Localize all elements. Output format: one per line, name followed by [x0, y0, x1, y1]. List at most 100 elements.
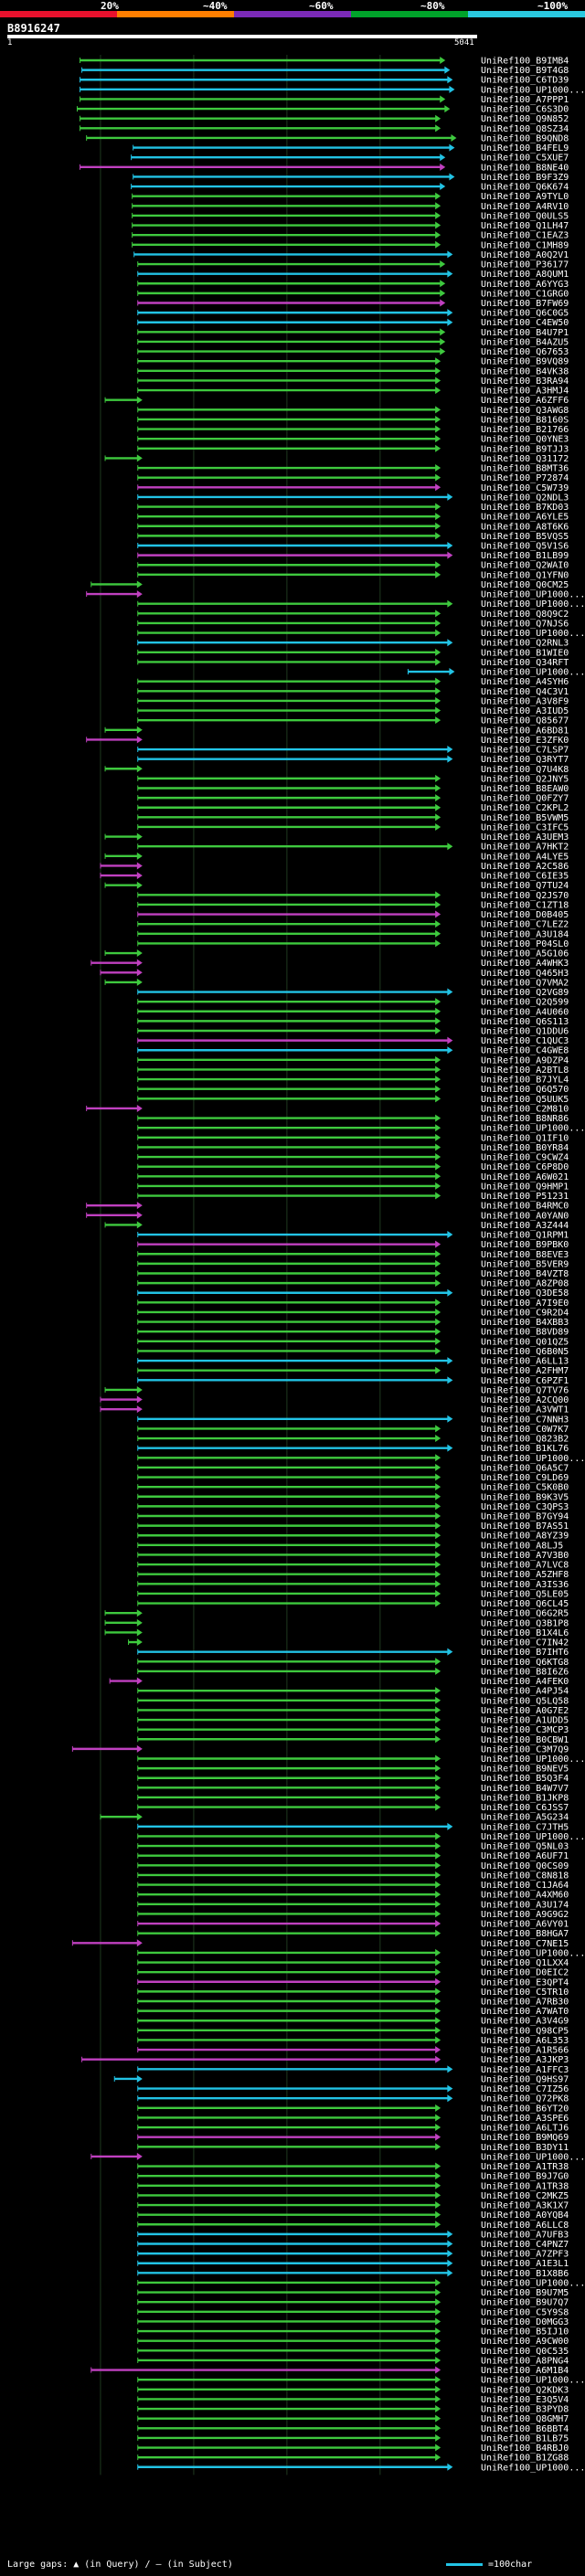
hit-label[interactable]: UniRef100_A1TR38: [481, 2162, 569, 2172]
hit-label[interactable]: UniRef100_A8YZ39: [481, 1532, 569, 1542]
hit-label[interactable]: UniRef100_A3U184: [481, 929, 569, 939]
hit-label[interactable]: UniRef100_C9LD69: [481, 1473, 569, 1483]
hit-label[interactable]: UniRef100_B8EVE3: [481, 1250, 569, 1260]
hit-label[interactable]: UniRef100_B1X8B6: [481, 2269, 569, 2279]
hit-label[interactable]: UniRef100_C6JSS7: [481, 1803, 569, 1813]
hit-label[interactable]: UniRef100_Q85677: [481, 716, 569, 726]
hit-label[interactable]: UniRef100_B0YR84: [481, 1143, 569, 1153]
hit-label[interactable]: UniRef100_UP1000...: [481, 599, 585, 610]
hit-label[interactable]: UniRef100_B7JYL4: [481, 1076, 569, 1086]
hit-label[interactable]: UniRef100_Q3DE58: [481, 1288, 569, 1299]
hit-label[interactable]: UniRef100_C6IE35: [481, 872, 569, 882]
hit-label[interactable]: UniRef100_A6YLE5: [481, 513, 569, 523]
hit-label[interactable]: UniRef100_UP1000...: [481, 1948, 585, 1958]
hit-label[interactable]: UniRef100_B1LB75: [481, 2433, 569, 2443]
hit-label[interactable]: UniRef100_A6UF71: [481, 1851, 569, 1861]
hit-label[interactable]: UniRef100_C4EW50: [481, 318, 569, 328]
hit-label[interactable]: UniRef100_A2C586: [481, 862, 569, 872]
hit-label[interactable]: UniRef100_A6L353: [481, 2036, 569, 2046]
hit-label[interactable]: UniRef100_UP1000...: [481, 2463, 585, 2473]
hit-label[interactable]: UniRef100_A6VY01: [481, 1920, 569, 1930]
hit-label[interactable]: UniRef100_Q1YFN0: [481, 570, 569, 580]
hit-label[interactable]: UniRef100_A3V8F9: [481, 696, 569, 706]
hit-label[interactable]: UniRef100_UP1000...: [481, 85, 585, 95]
hit-label[interactable]: UniRef100_C3MCP3: [481, 1725, 569, 1735]
hit-label[interactable]: UniRef100_A3VWT1: [481, 1405, 569, 1415]
hit-label[interactable]: UniRef100_A7LVC8: [481, 1561, 569, 1571]
hit-label[interactable]: UniRef100_C7LEZ2: [481, 920, 569, 930]
hit-label[interactable]: UniRef100_B6YT20: [481, 2104, 569, 2114]
hit-label[interactable]: UniRef100_Q34RFT: [481, 658, 569, 668]
hit-label[interactable]: UniRef100_A5ZHF8: [481, 1570, 569, 1580]
hit-label[interactable]: UniRef100_C3QPS3: [481, 1502, 569, 1512]
hit-label[interactable]: UniRef100_A8T6K6: [481, 522, 569, 532]
hit-label[interactable]: UniRef100_Q6A5C7: [481, 1463, 569, 1473]
hit-label[interactable]: UniRef100_B4XBB3: [481, 1318, 569, 1328]
hit-label[interactable]: UniRef100_B8I6Z6: [481, 1667, 569, 1677]
hit-label[interactable]: UniRef100_UP1000...: [481, 629, 585, 639]
hit-label[interactable]: UniRef100_Q1DDU6: [481, 1027, 569, 1037]
hit-label[interactable]: UniRef100_C2M810: [481, 1104, 569, 1114]
hit-label[interactable]: UniRef100_Q6B0N5: [481, 1347, 569, 1357]
hit-label[interactable]: UniRef100_C1GRG0: [481, 289, 569, 299]
hit-label[interactable]: UniRef100_A7I9E0: [481, 1299, 569, 1309]
hit-label[interactable]: UniRef100_Q6K674: [481, 183, 569, 193]
hit-label[interactable]: UniRef100_B4RBJ0: [481, 2443, 569, 2454]
hit-label[interactable]: UniRef100_A3K1X7: [481, 2201, 569, 2211]
hit-label[interactable]: UniRef100_C5W739: [481, 483, 569, 493]
hit-label[interactable]: UniRef100_A9G9G2: [481, 1910, 569, 1920]
hit-label[interactable]: UniRef100_Q0ULS5: [481, 211, 569, 221]
hit-label[interactable]: UniRef100_Q2JS70: [481, 891, 569, 901]
hit-label[interactable]: UniRef100_A4WHK3: [481, 959, 569, 969]
hit-label[interactable]: UniRef100_B5VWM5: [481, 813, 569, 823]
hit-label[interactable]: UniRef100_A2CQ00: [481, 1395, 569, 1405]
hit-label[interactable]: UniRef100_A7V3B0: [481, 1551, 569, 1561]
hit-label[interactable]: UniRef100_B3RA94: [481, 376, 569, 387]
hit-label[interactable]: UniRef100_B4W7V7: [481, 1784, 569, 1794]
hit-label[interactable]: UniRef100_Q0CM25: [481, 580, 569, 590]
hit-label[interactable]: UniRef100_Q0FZY7: [481, 794, 569, 804]
hit-label[interactable]: UniRef100_C5K0B0: [481, 1483, 569, 1493]
hit-label[interactable]: UniRef100_Q9HMP1: [481, 1182, 569, 1192]
hit-label[interactable]: UniRef100_B9QND8: [481, 133, 569, 143]
hit-label[interactable]: UniRef100_B8NE40: [481, 163, 569, 173]
hit-label[interactable]: UniRef100_A8LJ5: [481, 1541, 563, 1551]
hit-label[interactable]: UniRef100_B8EAW0: [481, 784, 569, 794]
hit-label[interactable]: UniRef100_Q5LQ58: [481, 1696, 569, 1706]
hit-label[interactable]: UniRef100_B4RMC0: [481, 1202, 569, 1212]
hit-label[interactable]: UniRef100_C7NNH3: [481, 1415, 569, 1425]
hit-label[interactable]: UniRef100_A6LTJ6: [481, 2124, 569, 2134]
hit-label[interactable]: UniRef100_A2BTL8: [481, 1065, 569, 1076]
hit-label[interactable]: UniRef100_A9TYL0: [481, 192, 569, 202]
hit-label[interactable]: UniRef100_D0EIC2: [481, 1968, 569, 1978]
hit-label[interactable]: UniRef100_Q6CL45: [481, 1599, 569, 1609]
hit-label[interactable]: UniRef100_A5G234: [481, 1813, 569, 1823]
hit-label[interactable]: UniRef100_D0B405: [481, 910, 569, 920]
hit-label[interactable]: UniRef100_B8160S: [481, 415, 569, 425]
hit-label[interactable]: UniRef100_C6PZF1: [481, 1376, 569, 1386]
hit-label[interactable]: UniRef100_UP1000...: [481, 590, 585, 600]
hit-label[interactable]: UniRef100_Q7NJS6: [481, 619, 569, 629]
hit-label[interactable]: UniRef100_B9VQ89: [481, 357, 569, 367]
hit-label[interactable]: UniRef100_A4RV10: [481, 202, 569, 212]
hit-label[interactable]: UniRef100_A2FHM7: [481, 1366, 569, 1376]
hit-label[interactable]: UniRef100_C1JA64: [481, 1881, 569, 1891]
hit-label[interactable]: UniRef100_C6TD39: [481, 76, 569, 86]
hit-label[interactable]: UniRef100_B9PBK0: [481, 1240, 569, 1250]
hit-label[interactable]: UniRef100_Q2NDL3: [481, 493, 569, 503]
hit-label[interactable]: UniRef100_Q72PK8: [481, 2094, 569, 2104]
hit-label[interactable]: UniRef100_B1LB99: [481, 551, 569, 561]
hit-label[interactable]: UniRef100_Q2KDK3: [481, 2385, 569, 2395]
hit-label[interactable]: UniRef100_C4GWE8: [481, 1046, 569, 1056]
hit-label[interactable]: UniRef100_B9TJJ3: [481, 444, 569, 454]
hit-label[interactable]: UniRef100_A8PNG4: [481, 2356, 569, 2366]
hit-label[interactable]: UniRef100_A6LLC8: [481, 2221, 569, 2231]
hit-label[interactable]: UniRef100_Q465H3: [481, 969, 569, 979]
hit-label[interactable]: UniRef100_A1FFC3: [481, 2065, 569, 2075]
hit-label[interactable]: UniRef100_A5G106: [481, 949, 569, 959]
hit-label[interactable]: UniRef100_C3IFC5: [481, 822, 569, 832]
hit-label[interactable]: UniRef100_B3DY11: [481, 2143, 569, 2153]
hit-label[interactable]: UniRef100_Q2VG89: [481, 988, 569, 998]
hit-label[interactable]: UniRef100_Q67653: [481, 347, 569, 357]
hit-label[interactable]: UniRef100_Q8Q9C2: [481, 610, 569, 620]
